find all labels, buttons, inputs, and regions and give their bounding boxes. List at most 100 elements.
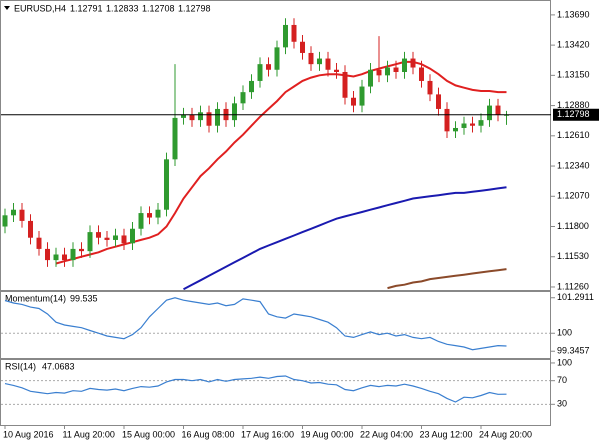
dropdown-arrow (4, 6, 10, 10)
y-tick-label: 1.11260 (557, 281, 589, 291)
candle-body (121, 235, 127, 244)
y-tick-label: 1.11530 (557, 251, 589, 261)
candle-body (147, 213, 152, 218)
candle-body (257, 64, 263, 81)
candle-body (453, 127, 458, 132)
candle-body (308, 52, 314, 65)
candle-body (376, 69, 382, 76)
candle-body (70, 248, 76, 261)
indicator-line (4, 297, 507, 351)
candle-body (419, 67, 424, 81)
candle-body (291, 24, 297, 42)
y-tick-label: 1.13420 (557, 39, 590, 49)
ohlc-open: 1.12791 (70, 3, 103, 13)
candle-body (11, 209, 16, 216)
candle-body (172, 117, 178, 160)
ohlc-high: 1.12833 (106, 3, 139, 13)
y-tick-label: 1.11800 (557, 221, 589, 231)
y-tick-label: 70 (557, 375, 567, 385)
y-tick-label: 1.13690 (557, 9, 590, 19)
candle-body (198, 112, 203, 121)
candle-body (53, 254, 59, 261)
candle-body (104, 237, 110, 240)
candle-body (206, 112, 212, 126)
candle-body (249, 80, 254, 93)
momentum-panel-frame (0, 291, 551, 359)
candle-body (487, 105, 492, 121)
candle-body (240, 92, 246, 104)
last-price-label: 1.12798 (557, 109, 590, 119)
x-tick-label: 24 Aug 20:00 (479, 429, 532, 439)
candle-body (351, 97, 356, 106)
candle-body (155, 209, 161, 218)
momentum-value: 99.535 (70, 293, 98, 303)
candle-body (385, 67, 390, 76)
candle-body (427, 80, 433, 95)
candle-body (317, 58, 322, 65)
x-tick-label: 11 Aug 20:00 (63, 429, 115, 439)
candle-body (478, 120, 484, 126)
candle-body (368, 69, 373, 87)
candle-body (410, 58, 416, 68)
y-tick-label: 1.12610 (557, 130, 590, 140)
rsi-value: 47.0683 (42, 361, 75, 371)
candle-body (495, 105, 501, 115)
y-tick-label: 100 (557, 357, 572, 367)
x-tick-label: 22 Aug 04:00 (360, 429, 413, 439)
y-tick-label: 1.12070 (557, 191, 590, 201)
ohlc-low: 1.12708 (142, 3, 175, 13)
x-tick-label: 15 Aug 00:00 (122, 429, 175, 439)
candle-body (189, 114, 195, 121)
candle-body (444, 108, 450, 132)
candle-body (164, 159, 169, 210)
candle-body (36, 237, 42, 249)
candle-body (138, 213, 144, 229)
y-tick-label: 1.12880 (557, 100, 590, 110)
candle-body (96, 232, 101, 238)
candle-body (402, 58, 407, 72)
candle-body (87, 232, 93, 252)
candle-body (232, 103, 237, 121)
ma-line (387, 268, 507, 290)
candle-body (19, 209, 25, 221)
indicator-line (4, 375, 507, 403)
candle-body (181, 114, 186, 118)
x-tick-label: 23 Aug 12:00 (420, 429, 473, 439)
x-tick-label: 16 Aug 08:00 (182, 429, 235, 439)
last-price-box (553, 108, 599, 121)
symbol-title: EURUSD,H4 (14, 3, 66, 13)
candle-body (62, 254, 67, 261)
x-tick-label: 17 Aug 16:00 (241, 429, 294, 439)
y-tick-label: 100 (557, 328, 572, 338)
candle-body (45, 248, 50, 261)
candle-body (283, 24, 288, 48)
candle-body (461, 123, 467, 128)
candle-body (215, 108, 220, 126)
price-panel-frame (0, 0, 551, 291)
y-tick-label: 30 (557, 399, 567, 409)
candle-body (266, 64, 271, 70)
candle-body (334, 69, 339, 72)
ohlc-close: 1.12798 (178, 3, 211, 13)
candle-body (130, 228, 135, 244)
candle-body (274, 47, 280, 70)
candle-body (28, 220, 33, 238)
ma-line (183, 186, 507, 291)
y-tick-label: 1.12340 (557, 160, 590, 170)
y-tick-label: 101.2911 (557, 292, 594, 302)
candle-body (300, 41, 305, 53)
rsi-title: RSI(14) (5, 361, 36, 371)
candle-body (113, 235, 118, 240)
candle-body (470, 123, 475, 126)
x-tick-label: 10 Aug 2016 (3, 429, 54, 439)
candle-body (393, 67, 399, 72)
y-tick-label: 99.3457 (557, 346, 590, 356)
candle-body (342, 71, 348, 98)
rsi-panel-frame (0, 359, 551, 426)
candle-body (436, 94, 441, 109)
candle-body (325, 58, 331, 70)
momentum-title: Momentum(14) (5, 293, 66, 303)
candle-body (79, 248, 84, 252)
